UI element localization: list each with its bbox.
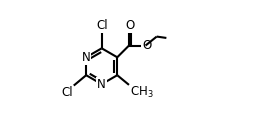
Text: CH$_3$: CH$_3$ [130,85,153,100]
Text: O: O [126,19,135,32]
Text: Cl: Cl [96,19,108,32]
Text: O: O [142,39,152,52]
Text: Cl: Cl [61,86,73,99]
Text: N: N [97,78,106,91]
Text: N: N [82,51,90,64]
